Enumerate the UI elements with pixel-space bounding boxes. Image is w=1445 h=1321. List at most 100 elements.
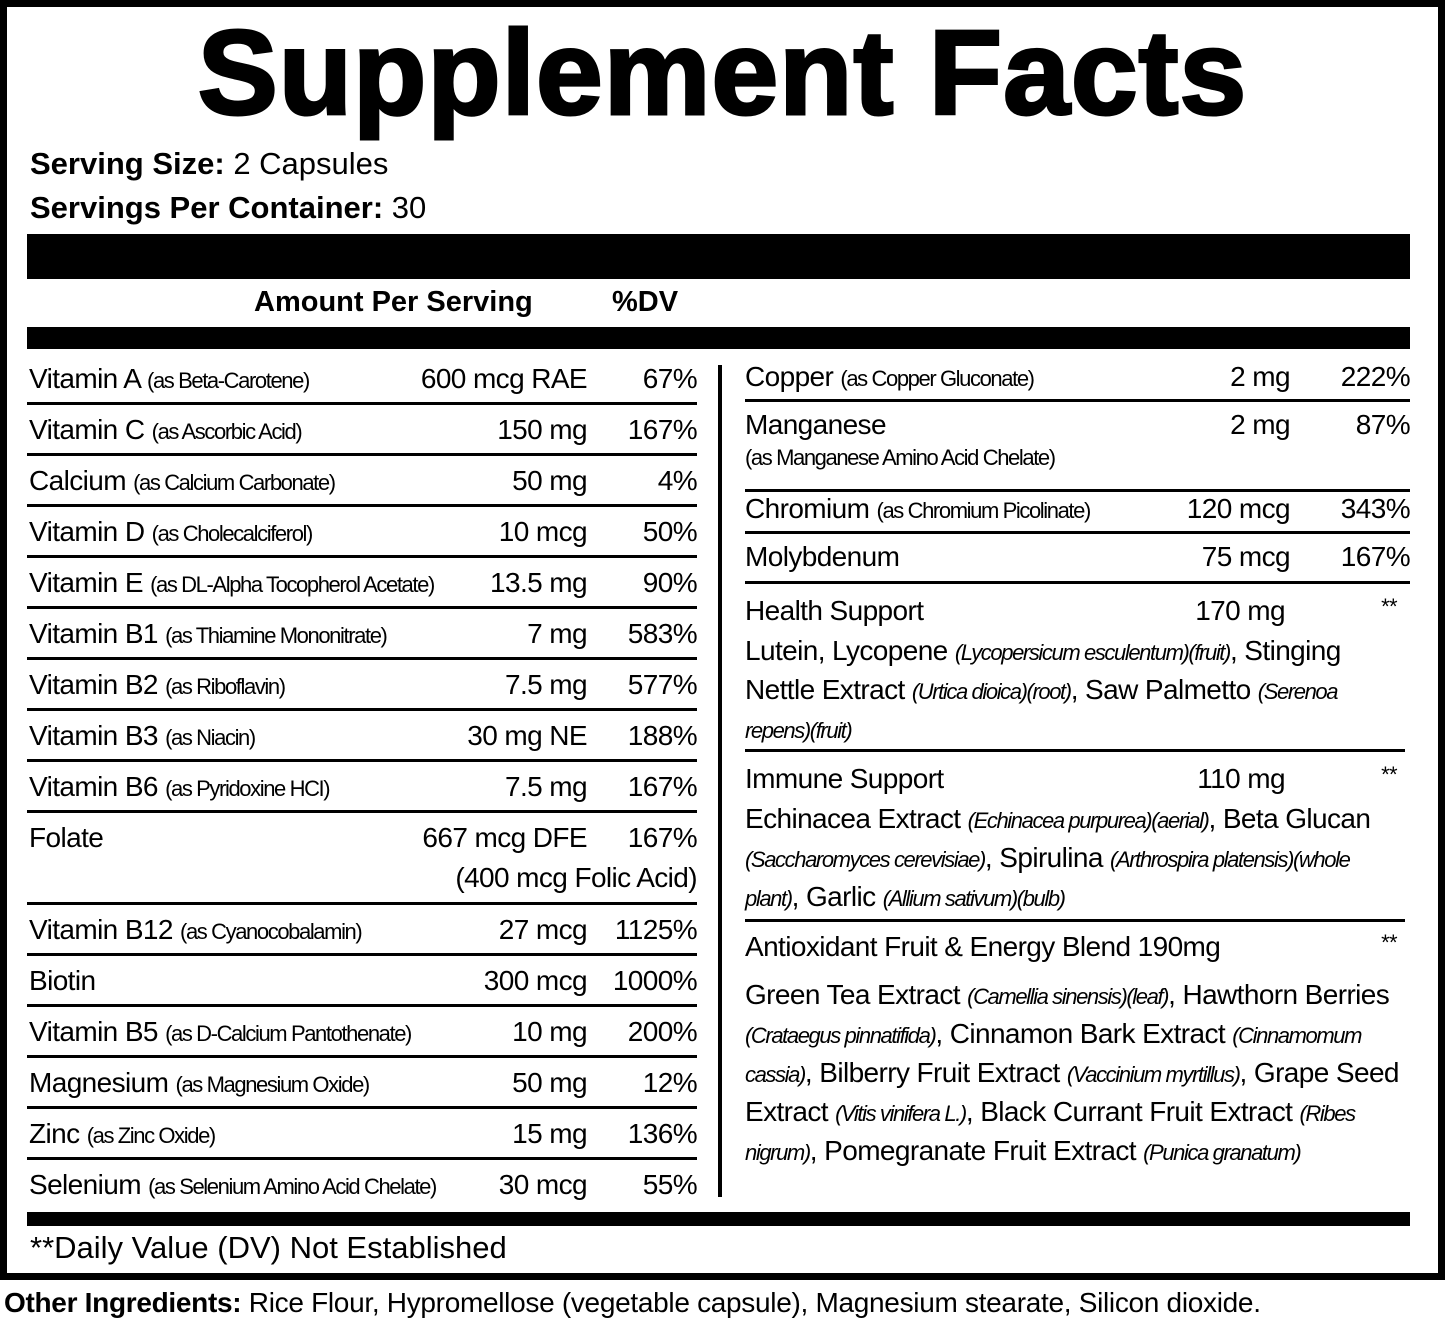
serving-size: Serving Size: 2 Capsules	[30, 146, 389, 181]
nutrient-name-text: Vitamin C	[29, 414, 145, 445]
nutrient-amount: 30 mg NE	[467, 720, 587, 751]
nutrient-source: (as Magnesium Oxide)	[175, 1072, 371, 1097]
blend-ingredients: Echinacea Extract (Echinacea purpurea)(a…	[745, 800, 1405, 917]
nutrient-row: Vitamin B3 (as Niacin) 30 mg NE 188%	[27, 711, 698, 762]
nutrient-name-text: Selenium	[29, 1169, 142, 1200]
other-ingredients: Other Ingredients: Rice Flour, Hypromell…	[4, 1287, 1261, 1318]
servings-per-container: Servings Per Container: 30	[30, 190, 427, 225]
nutrient-source: (as Thiamine Mononitrate)	[165, 623, 388, 648]
nutrient-dv: 12%	[642, 1067, 698, 1098]
thick-divider	[27, 327, 1410, 349]
nutrient-name-text: Biotin	[29, 965, 96, 996]
ingredient-text: (Saccharomyces cerevisiae)	[745, 847, 986, 872]
blend-header: Immune Support 110 mg **	[745, 760, 1405, 800]
thick-divider	[27, 234, 1410, 279]
blend-dv: **	[1381, 762, 1398, 787]
ingredient-text: (Cinnamomum cassia)	[745, 1023, 1362, 1087]
nutrient-source: (as DL-Alpha Tocopherol Acetate)	[150, 572, 435, 597]
blend-header: Health Support 170 mg **	[745, 592, 1405, 632]
ingredient-text: Lutein, Lycopene	[745, 635, 955, 666]
nutrient-amount: 2 mg	[1230, 361, 1290, 392]
nutrient-name-text: Vitamin B1	[29, 618, 158, 649]
nutrient-dv: 87%	[1355, 409, 1411, 440]
nutrient-row: Magnesium (as Magnesium Oxide) 50 mg 12%	[27, 1058, 698, 1109]
nutrient-dv: 343%	[1340, 493, 1411, 524]
nutrient-source: (as Ascorbic Acid)	[151, 419, 303, 444]
panel-title: Supplement Facts	[196, 6, 1248, 140]
blend-name: Health Support	[745, 595, 924, 626]
nutrient-name: Manganese (as Manganese Amino Acid Chelat…	[745, 408, 1056, 474]
ingredient-text: , Grape Seed Extract	[745, 1057, 1400, 1127]
column-divider	[718, 365, 722, 1197]
nutrient-row: Zinc (as Zinc Oxide) 15 mg 136%	[27, 1109, 698, 1160]
nutrient-source: (as Beta-Carotene)	[147, 368, 310, 393]
nutrient-amount: 7 mg	[527, 618, 587, 649]
nutrient-dv: 136%	[627, 1118, 698, 1149]
ingredient-text: , Black Currant Fruit Extract	[965, 1096, 1300, 1127]
ingredient-text: (Punica granatum)	[1143, 1140, 1302, 1165]
nutrient-name-text: Vitamin B2	[29, 669, 158, 700]
blend-block: Immune Support 110 mg ** Echinacea Extract …	[745, 760, 1405, 922]
nutrient-row: Copper (as Copper Gluconate) 2 mg 222%	[745, 354, 1411, 402]
ingredient-text: , Stinging Nettle Extract	[745, 635, 1341, 705]
nutrient-name-text: Vitamin B12	[29, 914, 173, 945]
nutrient-amount: 15 mg	[512, 1118, 587, 1149]
nutrient-row: Vitamin B6 (as Pyridoxine HCI) 7.5 mg 167%	[27, 762, 698, 813]
nutrient-name: Calcium (as Calcium Carbonate)	[29, 464, 336, 500]
blend-amount: 110 mg	[1197, 763, 1285, 794]
nutrient-row: Selenium (as Selenium Amino Acid Chelate…	[27, 1160, 698, 1211]
nutrient-row: Vitamin B5 (as D-Calcium Pantothenate) 10…	[27, 1007, 698, 1058]
nutrient-dv: 200%	[627, 1016, 698, 1047]
nutrient-source: (as Cholecalciferol)	[151, 521, 314, 546]
blend-block: Antioxidant Fruit & Energy Blend 190mg **…	[745, 928, 1405, 1208]
nutrient-row: Vitamin A (as Beta-Carotene) 600 mcg RAE 6…	[27, 354, 698, 405]
ingredient-text: Green Tea Extract	[745, 979, 968, 1010]
nutrient-row: Folate 667 mcg DFE 167% (400 mcg Folic Acid…	[27, 813, 698, 905]
nutrient-source: (as Selenium Amino Acid Chelate)	[148, 1174, 437, 1199]
nutrient-name: Vitamin B12 (as Cyanocobalamin)	[29, 913, 363, 949]
nutrient-amount-note: (400 mcg Folic Acid)	[455, 862, 697, 893]
ingredient-text: (Lycopersicum esculentum)(fruit)	[954, 640, 1232, 665]
blend-ingredients: Green Tea Extract (Camellia sinensis)(le…	[745, 976, 1405, 1171]
nutrient-source: (as Manganese Amino Acid Chelate)	[745, 445, 1056, 470]
nutrient-row: Vitamin B2 (as Riboflavin) 7.5 mg 577%	[27, 660, 698, 711]
nutrient-row: Calcium (as Calcium Carbonate) 50 mg 4%	[27, 456, 698, 507]
nutrient-name: Vitamin B2 (as Riboflavin)	[29, 668, 286, 704]
nutrient-name: Vitamin B6 (as Pyridoxine HCI)	[29, 770, 331, 806]
nutrient-source: (as Zinc Oxide)	[86, 1123, 217, 1148]
ingredient-text: (Echinacea purpurea)(aerial)	[967, 808, 1210, 833]
nutrient-name: Vitamin B5 (as D-Calcium Pantothenate)	[29, 1015, 412, 1051]
nutrient-row: Vitamin B1 (as Thiamine Mononitrate) 7 mg…	[27, 609, 698, 660]
nutrient-amount: 2 mg	[1230, 409, 1290, 440]
nutrient-row: Vitamin B12 (as Cyanocobalamin) 27 mcg 112…	[27, 905, 698, 956]
nutrient-dv: 222%	[1340, 361, 1411, 392]
nutrient-name: Magnesium (as Magnesium Oxide)	[29, 1066, 371, 1102]
ingredient-text: (Arthrospira platensis)(whole plant)	[745, 847, 1351, 911]
nutrient-name-text: Magnesium	[29, 1067, 169, 1098]
thick-divider	[27, 1212, 1410, 1226]
nutrient-dv: 4%	[657, 465, 698, 496]
ingredient-text: (Vitis vinifera L.)	[835, 1101, 967, 1126]
nutrient-source: (as Copper Gluconate)	[840, 366, 1035, 391]
ingredient-text: , Hawthorn Berries	[1168, 979, 1390, 1010]
nutrient-name: Vitamin E (as DL-Alpha Tocopherol Acetat…	[29, 566, 435, 602]
nutrient-amount: 120 mcg	[1186, 493, 1291, 524]
nutrient-name-text: Vitamin B3	[29, 720, 158, 751]
dv-header: %DV	[612, 286, 679, 318]
nutrient-name-text: Vitamin A	[29, 363, 140, 394]
nutrient-name: Selenium (as Selenium Amino Acid Chelate…	[29, 1168, 437, 1204]
nutrient-name-text: Zinc	[29, 1118, 80, 1149]
nutrient-amount: 27 mcg	[498, 914, 588, 945]
footnote: **Daily Value (DV) Not Established	[30, 1230, 507, 1265]
nutrient-source: (as Riboflavin)	[165, 674, 286, 699]
ingredient-text: , Pomegranate Fruit Extract	[809, 1135, 1144, 1166]
nutrient-source: (as Cyanocobalamin)	[180, 919, 363, 944]
nutrient-source: (as Pyridoxine HCI)	[165, 776, 331, 801]
nutrient-dv: 50%	[642, 516, 698, 547]
nutrient-dv: 167%	[1340, 541, 1411, 572]
nutrient-source: (as Calcium Carbonate)	[133, 470, 336, 495]
nutrient-amount: 13.5 mg	[490, 567, 588, 598]
nutrient-amount: 30 mcg	[498, 1169, 588, 1200]
ingredient-text: (Crataegus pinnatifida)	[745, 1023, 937, 1048]
nutrient-dv: 188%	[627, 720, 698, 751]
